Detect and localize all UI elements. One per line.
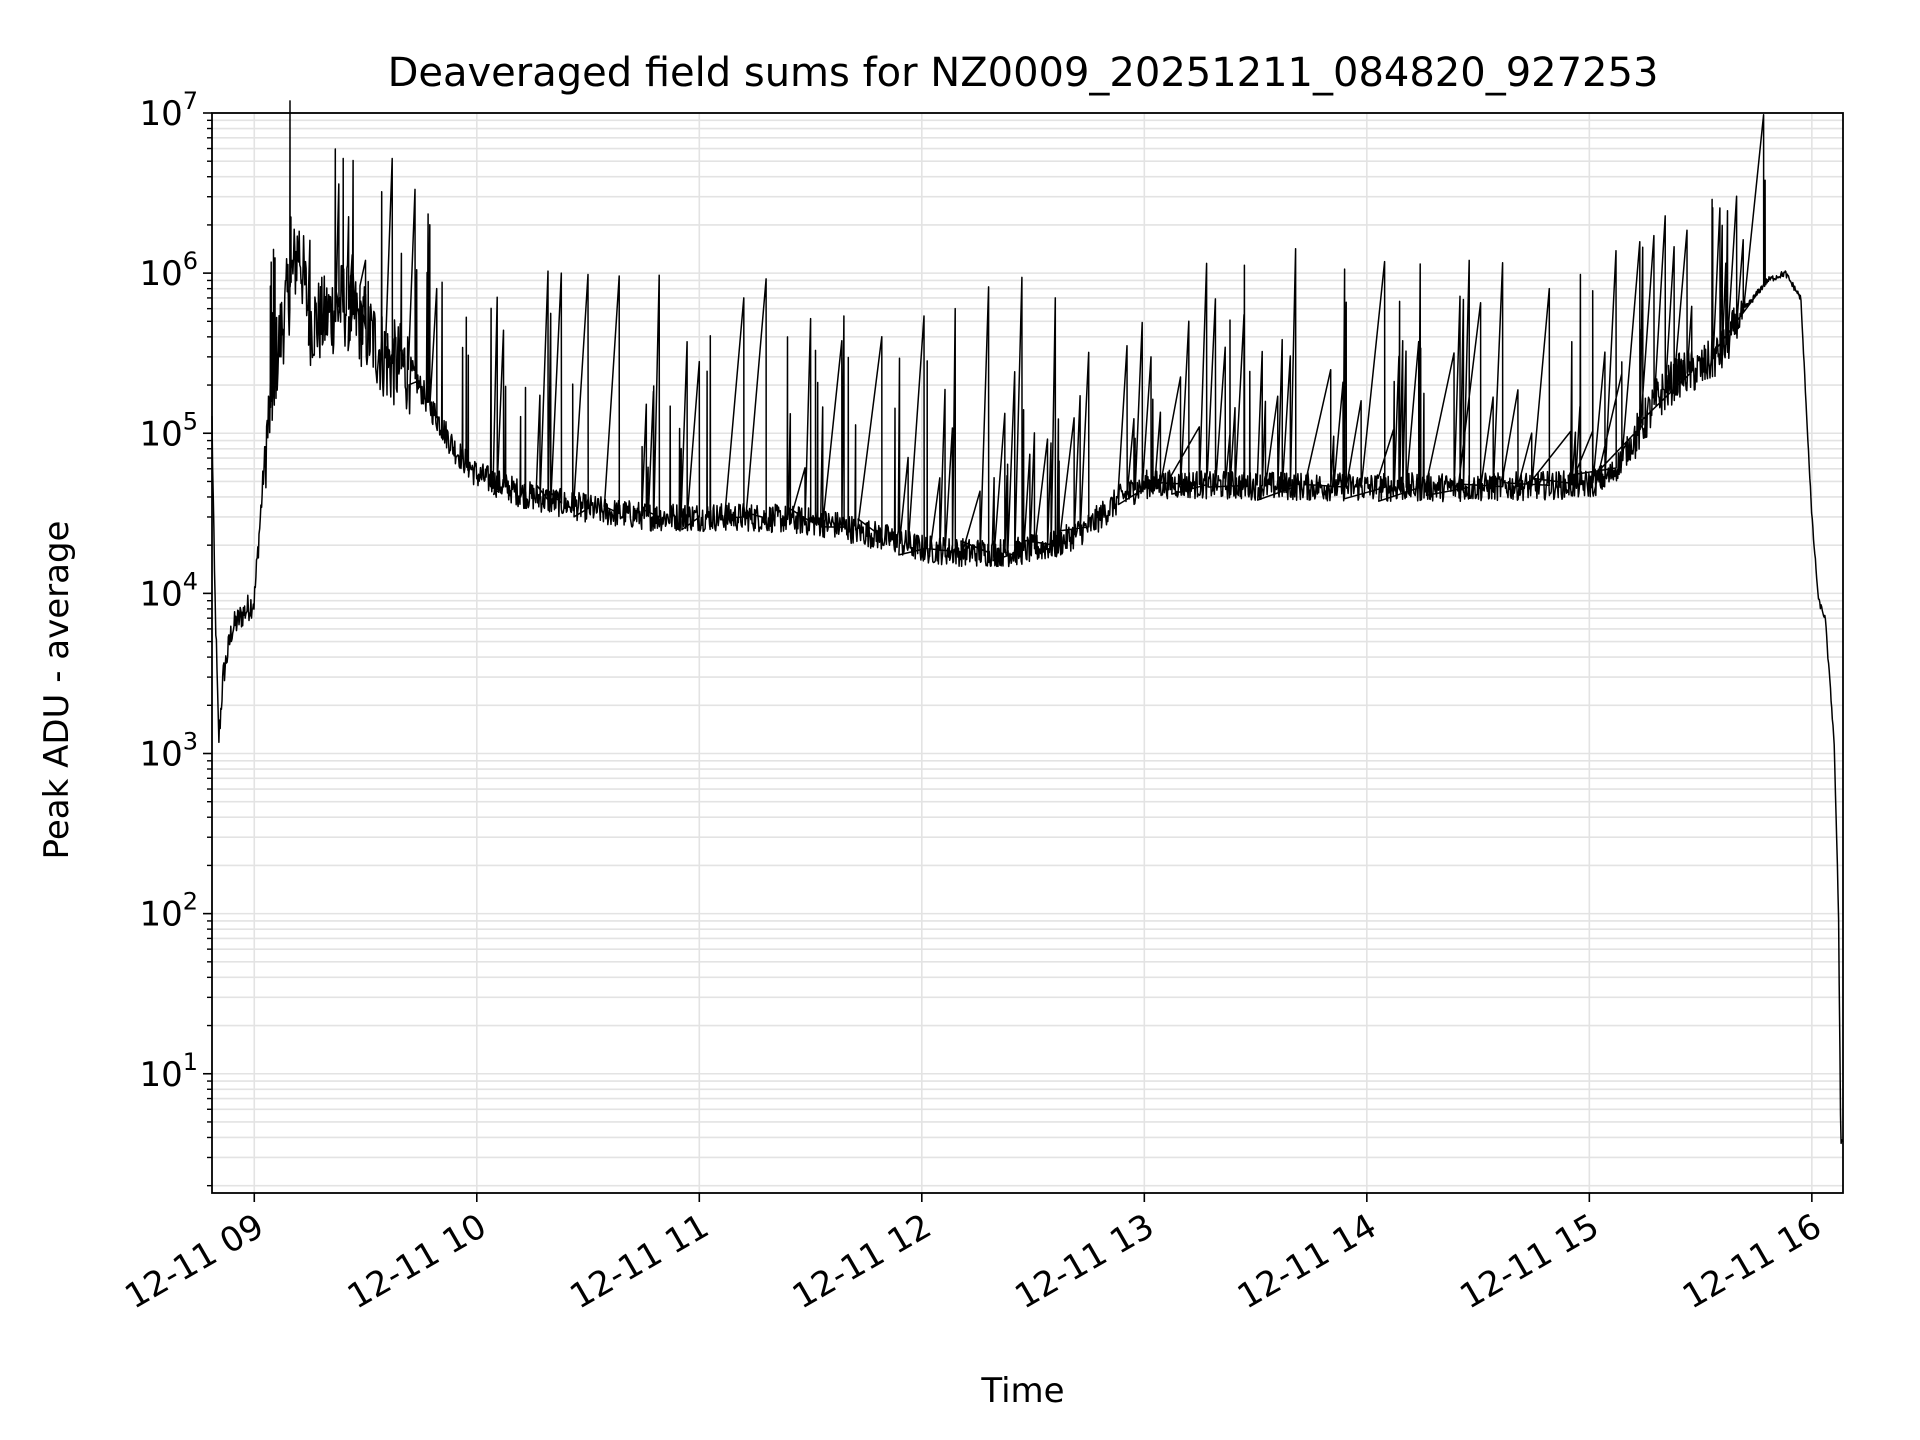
y-axis-label: Peak ADU - average [37, 521, 77, 860]
series-layer [211, 100, 1844, 1145]
chart-title: Deaveraged field sums for NZ0009_2025121… [388, 50, 1659, 96]
plot-frame [211, 112, 1844, 1194]
series-line [211, 100, 1844, 1145]
y-tick-label: 102 [139, 888, 198, 935]
y-tick-label: 105 [139, 407, 198, 454]
y-tick-label: 107 [139, 87, 198, 134]
x-axis-label: Time [980, 1371, 1064, 1411]
y-tick-label: 103 [139, 728, 198, 775]
y-tick-label: 101 [139, 1048, 198, 1095]
y-tick-label: 106 [139, 247, 198, 294]
y-tick-label: 104 [139, 567, 198, 614]
